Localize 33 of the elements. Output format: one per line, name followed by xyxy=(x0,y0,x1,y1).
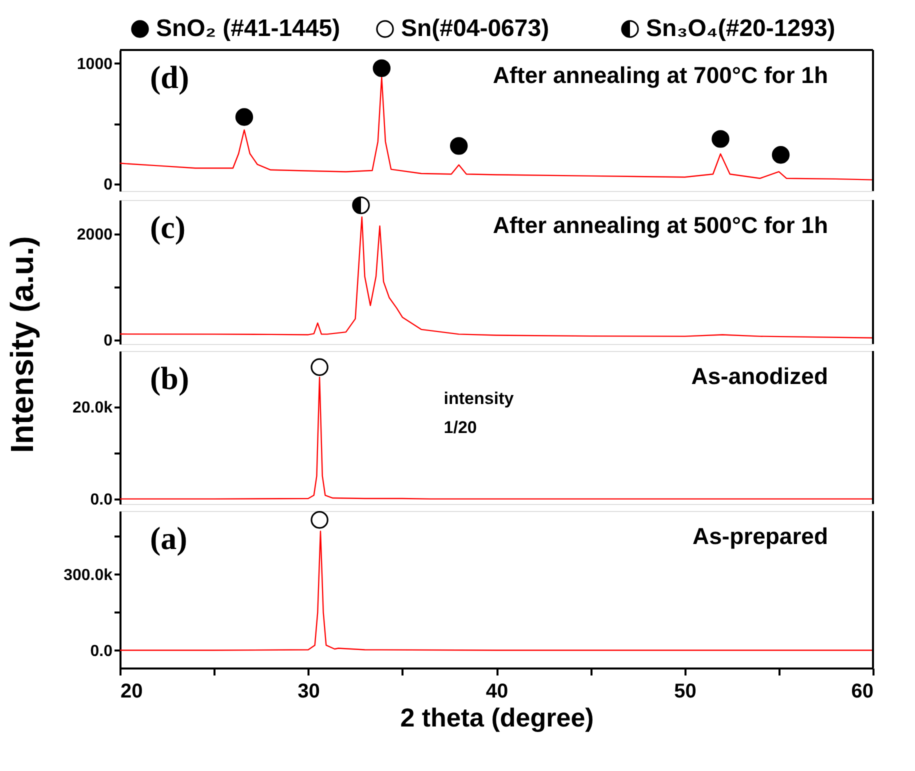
annotation: intensity 1/20 xyxy=(444,389,514,437)
annotation: As-anodized xyxy=(691,363,828,389)
x-tick-label: 50 xyxy=(674,680,696,702)
legend-label: SnO₂ (#41-1445) xyxy=(156,15,340,42)
y-axis-title: Intensity (a.u.) xyxy=(4,236,40,453)
annotation: (a) xyxy=(150,520,188,556)
x-tick-label: 60 xyxy=(851,680,874,702)
x-tick-label: 40 xyxy=(486,680,508,702)
y-tick-label: 0.0 xyxy=(90,642,113,660)
point xyxy=(372,59,391,78)
y-tick-label: 300.0k xyxy=(64,566,113,584)
x-tick-label: 20 xyxy=(120,680,143,702)
legend-label: Sn₃O₄(#20-1293) xyxy=(646,15,836,42)
annotation: (c) xyxy=(150,209,186,245)
y-tick-label: 0.0 xyxy=(90,491,113,508)
y-tick-label: 0 xyxy=(104,176,113,194)
y-tick-label: 1000 xyxy=(76,56,113,73)
point xyxy=(235,108,254,126)
point xyxy=(772,146,790,164)
x-axis-title: 2 theta (degree) xyxy=(400,702,594,732)
line-series xyxy=(120,216,873,338)
legend-label: Sn(#04-0673) xyxy=(401,15,550,42)
y-tick-label: 0 xyxy=(104,332,113,350)
annotation: As-prepared xyxy=(692,523,828,549)
annotation: After annealing at 700°C for 1h xyxy=(492,62,828,88)
annotation: (d) xyxy=(150,59,190,95)
y-tick-label: 20.0k xyxy=(72,400,113,417)
point xyxy=(712,130,730,148)
y-tick-label: 2000 xyxy=(76,226,113,244)
annotation: After annealing at 500°C for 1h xyxy=(492,212,828,238)
point xyxy=(450,137,468,155)
annotation: (b) xyxy=(150,360,190,396)
x-tick-label: 30 xyxy=(298,680,320,702)
